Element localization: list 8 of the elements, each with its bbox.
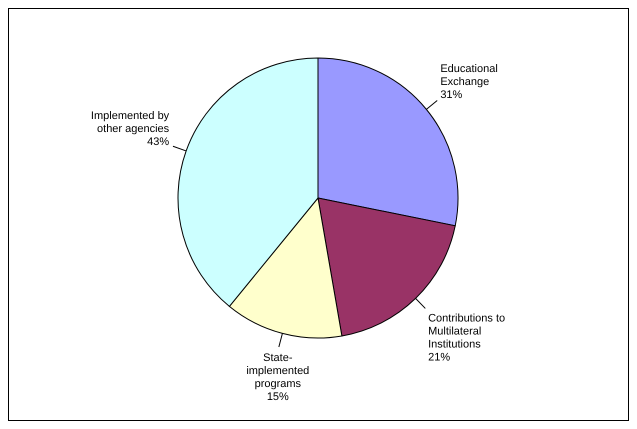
slice-label: Contributions to Multilateral Institutions bbox=[428, 312, 506, 350]
data-label: 21% bbox=[428, 351, 450, 364]
data-label: 31% bbox=[440, 88, 463, 101]
slice-label: Educational Exchange bbox=[440, 62, 498, 88]
slice-label: State- implemented programs bbox=[246, 352, 310, 390]
slice-label: Implemented by other agencies bbox=[90, 110, 170, 135]
data-label: 15% bbox=[266, 390, 290, 403]
data-label: 43% bbox=[147, 136, 170, 148]
